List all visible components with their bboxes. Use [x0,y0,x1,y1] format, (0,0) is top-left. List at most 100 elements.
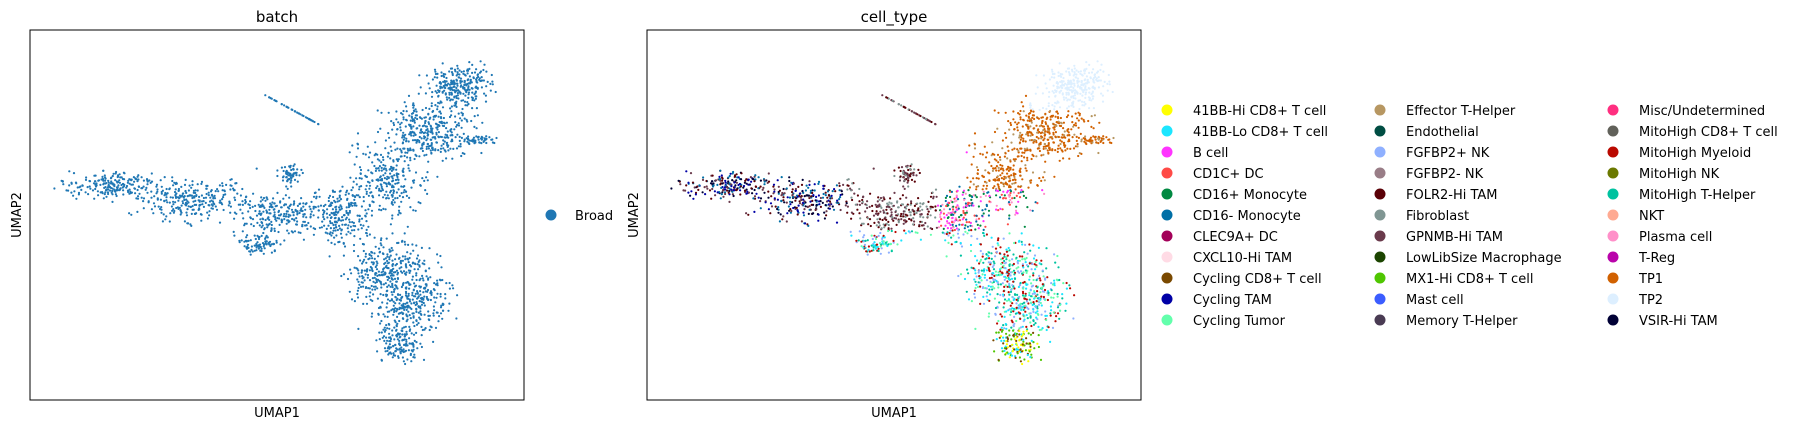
scatter-point [1049,118,1052,121]
scatter-point [887,220,890,223]
scatter-point [300,197,303,200]
scatter-point [402,138,405,141]
scatter-point [811,199,814,202]
scatter-point [987,254,990,257]
scatter-point [477,135,480,138]
scatter-point [1003,155,1007,158]
scatter-point [949,195,952,199]
scatter-point [1040,137,1043,140]
scatter-point [460,119,463,122]
scatter-point [1058,91,1061,94]
scatter-point [282,175,285,178]
scatter-point [348,209,351,213]
scatter-point [393,141,396,144]
scatter-point [365,220,368,223]
scatter-point [408,133,411,136]
scatter-point [822,187,825,190]
scatter-point [79,185,82,188]
scatter-point [985,269,989,272]
scatter-point [1095,77,1098,80]
scatter-point [887,229,890,233]
scatter-point [977,217,981,220]
scatter-point [406,147,409,150]
scatter-point [750,187,753,190]
scatter-point [794,187,798,191]
scatter-point [827,199,830,202]
scatter-point [389,351,392,354]
scatter-point [353,300,356,303]
scatter-point [1086,78,1089,81]
scatter-point [974,272,977,275]
scatter-point [989,261,992,264]
scatter-point [959,273,963,276]
scatter-point [895,223,898,226]
scatter-point [1028,243,1031,246]
panel-batch: batch UMAP1 UMAP2 Broad [10,8,613,421]
scatter-point [1027,186,1030,189]
scatter-point [880,227,883,230]
scatter-point [394,302,397,305]
scatter-point [1056,112,1059,115]
scatter-point [762,186,765,189]
scatter-point [270,97,273,100]
scatter-point [411,294,414,297]
scatter-point [1005,250,1009,253]
scatter-point [739,189,742,192]
scatter-point [1013,147,1016,150]
scatter-point [260,221,263,224]
scatter-point [825,210,828,213]
scatter-point [191,208,194,211]
scatter-point [687,181,690,184]
scatter-point [389,280,392,283]
scatter-point [973,143,977,146]
scatter-point [421,262,424,265]
scatter-point [383,315,386,318]
scatter-point [382,283,385,286]
scatter-point [191,183,194,186]
scatter-point [473,125,476,128]
scatter-point [393,354,397,357]
scatter-point [332,223,335,227]
scatter-point [391,249,394,252]
scatter-point [859,217,862,220]
scatter-point [1028,275,1031,278]
scatter-point [997,237,1000,240]
scatter-point [334,229,337,232]
scatter-point [1056,254,1059,258]
scatter-point [1004,132,1007,135]
scatter-point [879,252,882,255]
scatter-point [1088,71,1091,74]
scatter-point [406,225,409,228]
scatter-point [184,178,187,181]
scatter-point [430,291,433,294]
scatter-point [363,279,366,282]
scatter-point [1054,95,1057,98]
scatter-point [347,213,350,216]
scatter-point [1023,297,1026,300]
scatter-point [386,285,389,288]
scatter-point [987,261,990,264]
scatter-point [400,149,403,152]
scatter-point [455,96,458,100]
scatter-point [793,206,797,209]
scatter-point [389,172,392,175]
scatter-point [366,276,369,279]
scatter-point [1090,99,1093,102]
scatter-point [1036,131,1039,134]
scatter-point [420,246,423,249]
scatter-point [204,201,207,204]
scatter-point [958,223,961,226]
scatter-point [995,204,998,207]
scatter-point [391,217,394,220]
scatter-point [689,172,693,175]
scatter-point [1063,130,1066,133]
scatter-point [413,353,416,356]
scatter-point [989,293,992,296]
scatter-point [1072,100,1075,103]
scatter-point [444,73,447,76]
scatter-point [146,183,149,186]
scatter-point [1088,98,1091,102]
scatter-point [204,196,208,199]
scatter-point [1013,287,1016,290]
scatter-point [952,234,955,237]
